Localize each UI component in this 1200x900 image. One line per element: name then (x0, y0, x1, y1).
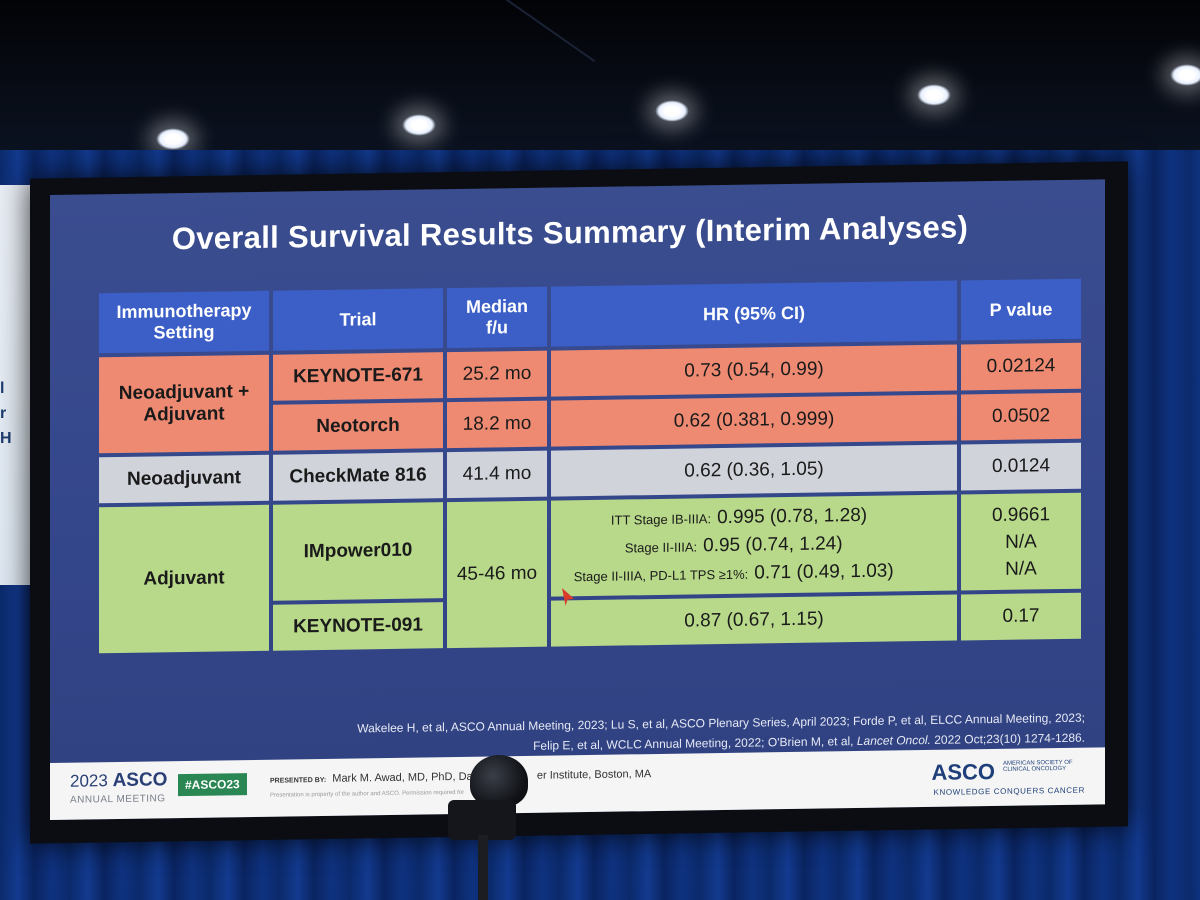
trial-cell: KEYNOTE-671 (273, 352, 443, 401)
followup-cell: 18.2 mo (447, 400, 547, 449)
hr-subgroup-value: 0.71 (0.49, 1.03) (754, 560, 894, 584)
pvalue-cell: 0.0502 (961, 392, 1081, 441)
setting-cell: Neoadjuvant + Adjuvant (99, 354, 269, 454)
ceiling-light (1170, 64, 1200, 86)
banner-letter: H (0, 430, 12, 447)
table-header-row: Immunotherapy Setting Trial Median f/u H… (99, 278, 1081, 354)
header-setting: Immunotherapy Setting (99, 290, 269, 354)
hr-cell: 0.73 (0.54, 0.99) (551, 344, 957, 397)
ceiling-light (156, 128, 190, 150)
header-pvalue: P value (961, 278, 1081, 341)
presentation-slide: Overall Survival Results Summary (Interi… (50, 179, 1105, 821)
presenter-institution: er Institute, Boston, MA (536, 768, 652, 782)
brand-text: ASCO (112, 769, 168, 792)
hr-cell: 0.62 (0.36, 1.05) (551, 444, 957, 497)
banner-letter: r (0, 405, 7, 422)
trial-cell: Neotorch (273, 402, 443, 451)
hr-subgroup-value: 0.995 (0.78, 1.28) (717, 504, 868, 529)
slide-title: Overall Survival Results Summary (Interi… (171, 209, 969, 257)
pvalue-subgroup: N/A (1005, 530, 1037, 553)
trial-cell: CheckMate 816 (273, 452, 443, 501)
ceiling-light (402, 114, 436, 136)
hr-subgroup-line: ITT Stage IB-IIIA: 0.995 (0.78, 1.28) (559, 501, 949, 535)
banner-letter: l (0, 380, 5, 397)
setting-cell: Adjuvant (99, 504, 269, 654)
hr-cell: 0.62 (0.381, 0.999) (551, 394, 957, 447)
reference-journal: Lancet Oncol. (856, 732, 931, 749)
reference-text: 2022 Oct;23(10) 1274-1286. (930, 730, 1085, 747)
camera-mount (448, 800, 516, 840)
header-hr: HR (95% CI) (551, 280, 957, 347)
setting-cell: Neoadjuvant (99, 454, 269, 504)
year-text: 2023 (70, 771, 108, 791)
asco-society-name: AMERICAN SOCIETY OF CLINICAL ONCOLOGY (1003, 759, 1073, 773)
pvalue-cell: 0.02124 (961, 342, 1081, 391)
hr-subgroup-line: Stage II-IIIA, PD-L1 TPS ≥1%: 0.71 (0.49,… (559, 557, 949, 591)
followup-cell: 45-46 mo (447, 500, 547, 649)
hr-cell-multi: ITT Stage IB-IIIA: 0.995 (0.78, 1.28) Sta… (551, 494, 957, 597)
hr-subgroup-value: 0.95 (0.74, 1.24) (703, 533, 843, 557)
trial-cell: IMpower010 (273, 502, 443, 601)
hr-subgroup-label: ITT Stage IB-IIIA: (610, 511, 712, 528)
hashtag-badge: #ASCO23 (178, 773, 247, 797)
asco-tagline: KNOWLEDGE CONQUERS CANCER (933, 785, 1085, 797)
pvalue-cell-multi: 0.9661 N/A N/A (961, 492, 1081, 591)
asco-logo: ASCO (931, 759, 995, 786)
side-banner: l r H (0, 185, 34, 585)
header-followup: Median f/u (447, 286, 547, 349)
camera-stand (478, 835, 488, 900)
meeting-label: ANNUAL MEETING (70, 793, 166, 806)
results-table: Immunotherapy Setting Trial Median f/u H… (95, 275, 1085, 658)
hr-cell: 0.87 (0.67, 1.15) (551, 594, 957, 647)
trial-cell: KEYNOTE-091 (273, 602, 443, 651)
meeting-year: 2023 ASCO (70, 769, 167, 792)
table-row: Adjuvant IMpower010 45-46 mo ITT Stage I… (99, 492, 1081, 654)
pvalue-subgroup: N/A (1005, 557, 1037, 580)
pvalue-cell: 0.0124 (961, 442, 1081, 491)
hr-subgroup-label: Stage II-IIIA: (624, 539, 698, 556)
pvalue-subgroup: 0.9661 (991, 503, 1051, 526)
presented-by-label: PRESENTED BY: (270, 776, 327, 785)
ceiling-light (655, 100, 689, 122)
pvalue-cell: 0.17 (961, 592, 1081, 641)
asco-logo-text: ASCO (931, 758, 995, 785)
presenter-line: PRESENTED BY: Mark M. Awad, MD, PhD, Dana… (270, 768, 651, 786)
followup-cell: 25.2 mo (447, 350, 547, 399)
presenter-name: Mark M. Awad, MD, PhD, Dana (332, 770, 485, 785)
header-trial: Trial (273, 288, 443, 351)
reference-text: Felip E, et al, WCLC Annual Meeting, 202… (533, 734, 857, 753)
permission-note: Presentation is property of the author a… (270, 789, 465, 799)
followup-cell: 41.4 mo (447, 450, 547, 499)
camera-icon (470, 755, 528, 807)
ceiling-light (917, 84, 951, 106)
hr-subgroup-label: Stage II-IIIA, PD-L1 TPS ≥1%: (573, 566, 749, 585)
